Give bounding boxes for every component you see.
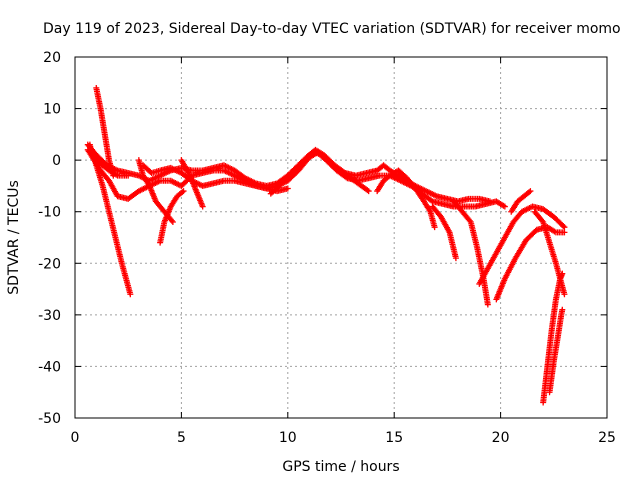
data-point — [428, 197, 435, 204]
data-point — [559, 270, 566, 277]
data-point — [501, 203, 508, 210]
data-point — [526, 189, 533, 196]
data-point — [559, 306, 566, 313]
data-point — [466, 217, 473, 224]
data-point — [539, 217, 546, 224]
data-point — [169, 219, 176, 226]
y-tick-label: 20 — [43, 50, 61, 66]
plot-frame — [74, 56, 608, 419]
data-point — [168, 217, 175, 224]
data-point — [561, 229, 568, 236]
y-tick-label: -30 — [38, 308, 61, 324]
x-tick-label: 10 — [279, 430, 297, 446]
x-tick-label: 15 — [385, 430, 403, 446]
y-tick-label: -10 — [38, 205, 61, 221]
y-tick-label: -40 — [38, 359, 61, 375]
data-point — [561, 291, 568, 298]
data-point — [484, 301, 491, 308]
data-point — [284, 185, 291, 192]
grid — [75, 57, 607, 418]
data-point — [527, 188, 534, 195]
y-tick-label: -20 — [38, 256, 61, 272]
data-point — [364, 187, 371, 194]
x-tick-label: 25 — [598, 430, 616, 446]
data-point — [452, 255, 459, 262]
data-point — [431, 224, 438, 231]
data-point — [486, 198, 493, 205]
y-tick-label: 10 — [43, 102, 61, 118]
data-point — [127, 291, 134, 298]
data-markers — [84, 84, 568, 406]
data-point — [110, 172, 117, 179]
y-tick-label: -50 — [38, 411, 61, 427]
data-point — [199, 203, 206, 210]
y-tick-label: 0 — [52, 153, 61, 169]
data-point — [560, 223, 567, 230]
x-tick-label: 5 — [177, 430, 186, 446]
data-point — [180, 188, 187, 195]
x-tick-label: 20 — [492, 430, 510, 446]
data-point — [561, 224, 568, 231]
data-point — [365, 188, 372, 195]
chart-title: Day 119 of 2023, Sidereal Day-to-day VTE… — [43, 21, 621, 37]
y-axis-label: SDTVAR / TECUs — [6, 180, 22, 295]
x-tick-label: 0 — [71, 430, 80, 446]
data-point — [179, 189, 186, 196]
x-axis-label: GPS time / hours — [282, 459, 399, 475]
